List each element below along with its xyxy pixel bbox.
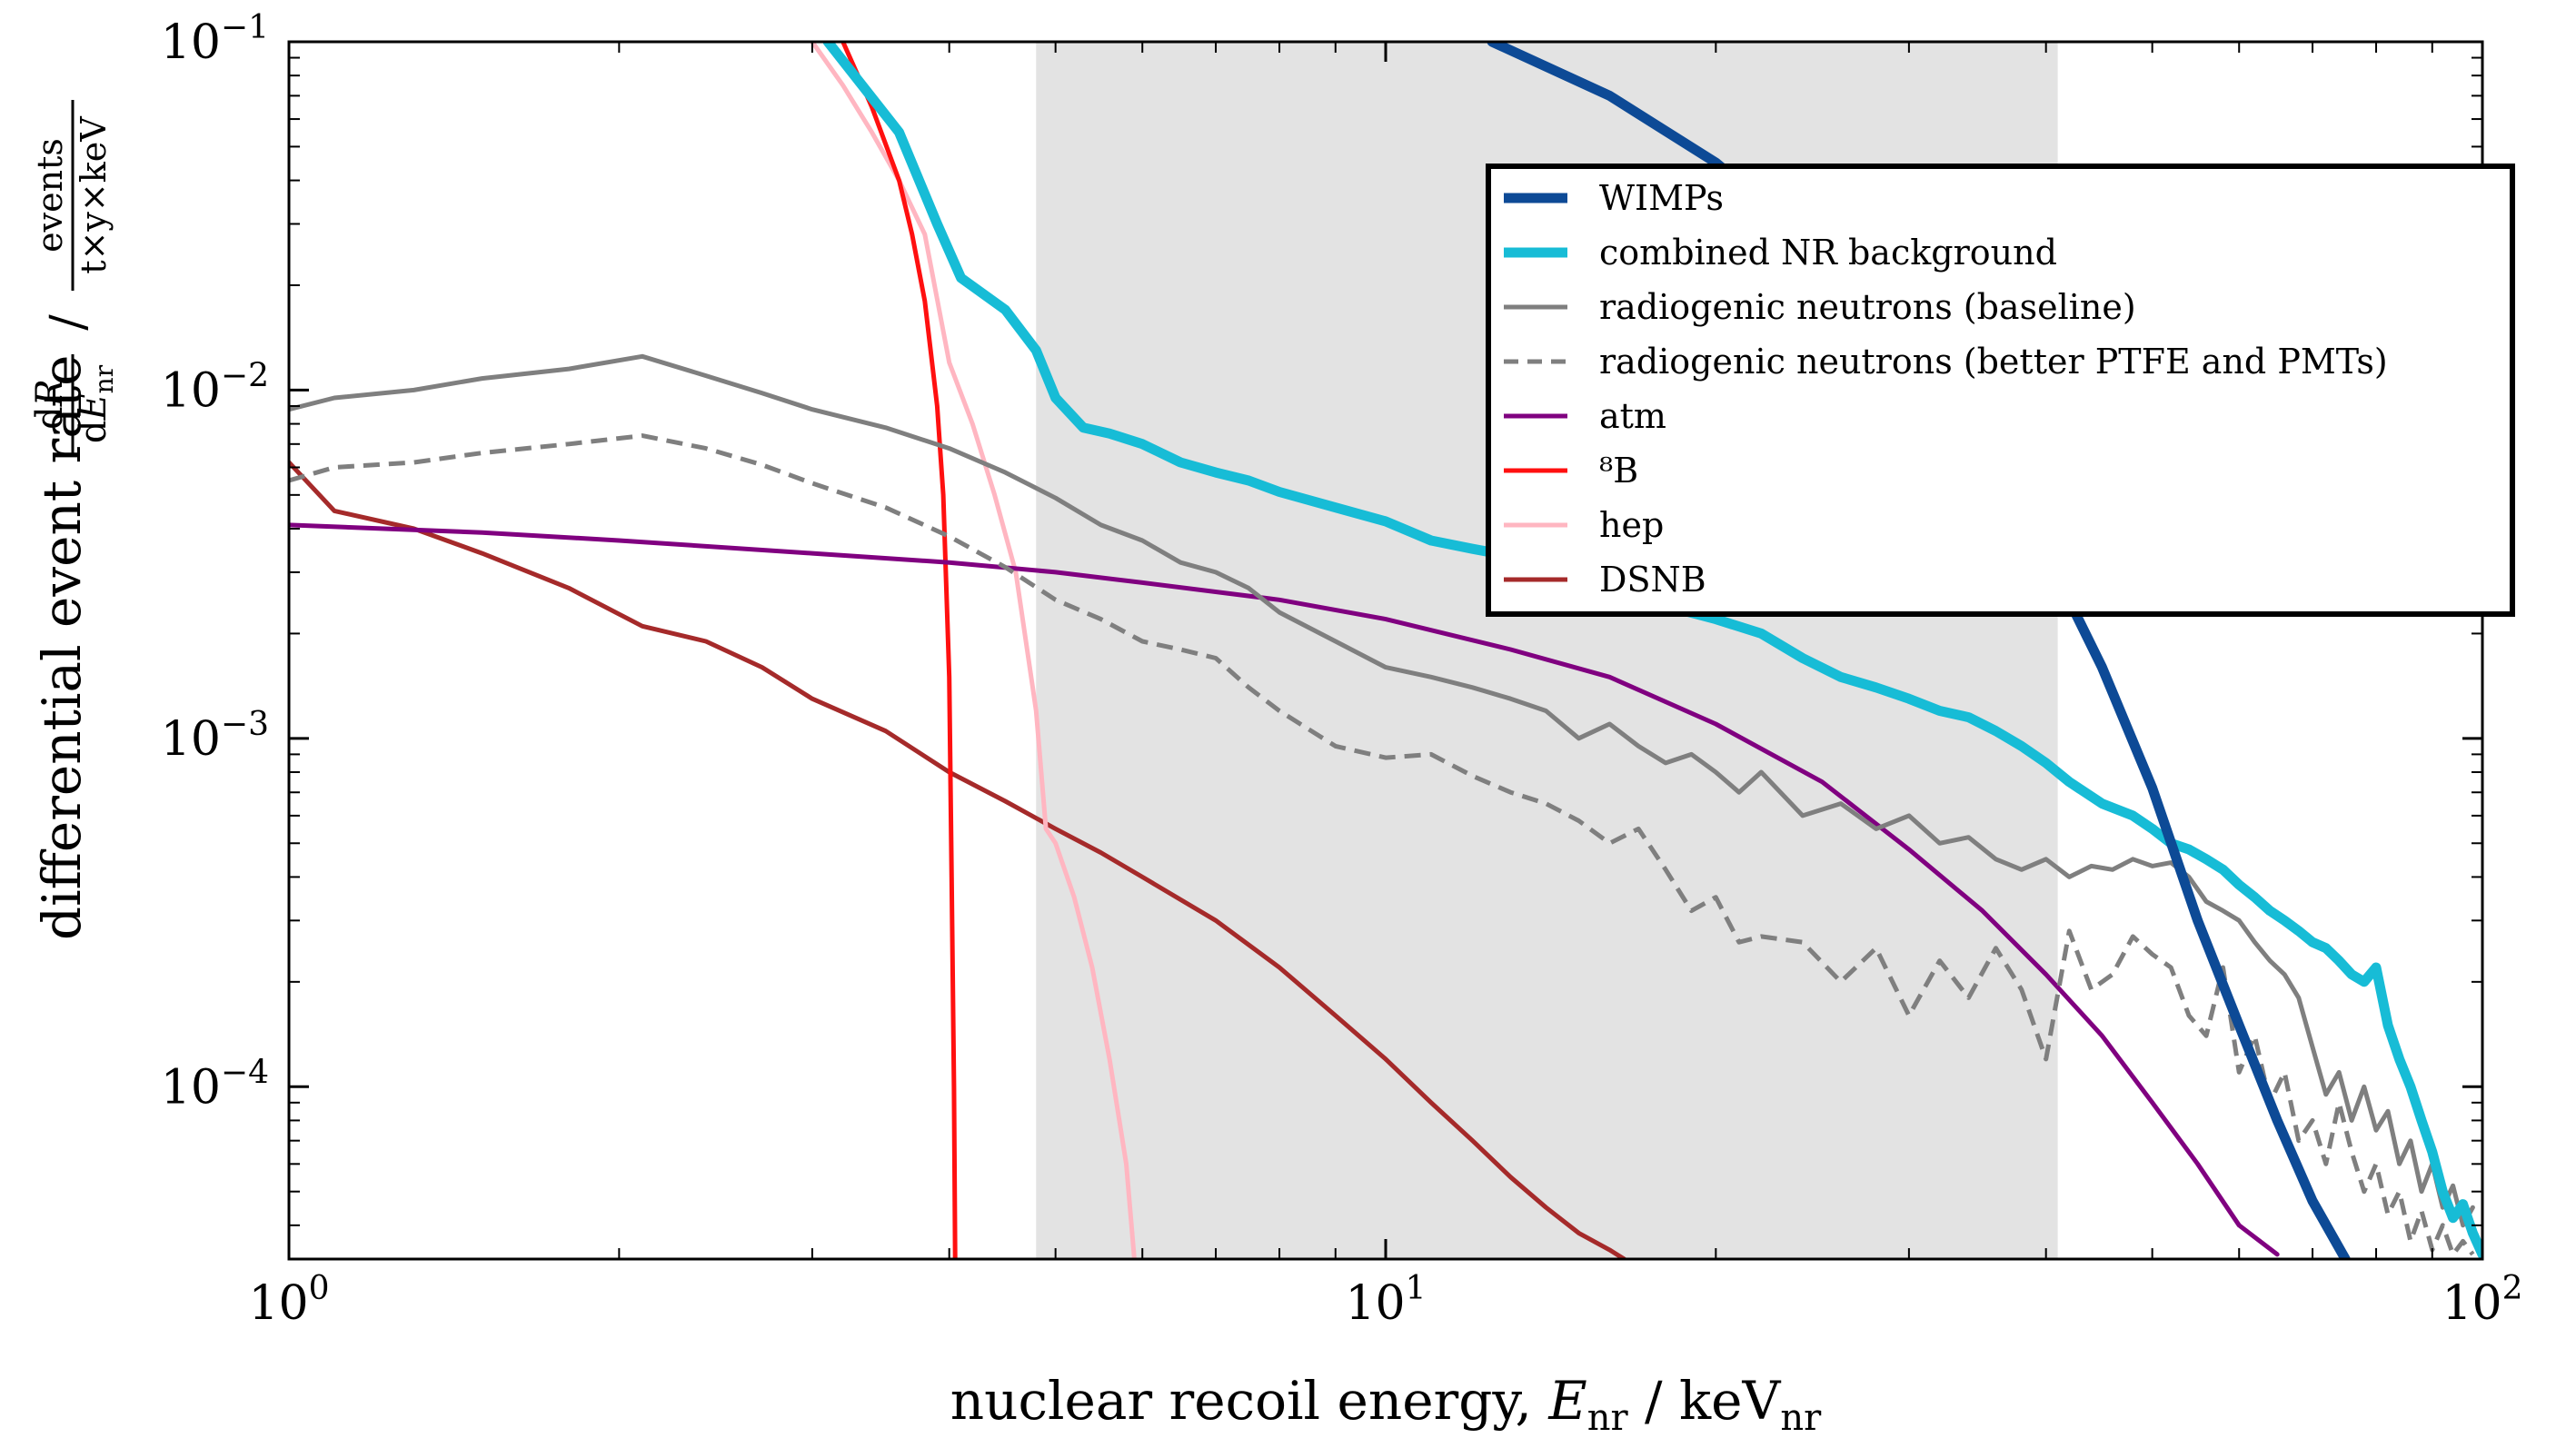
x-tick-label: 101 — [1345, 1270, 1426, 1331]
series-atm — [289, 522, 2280, 1257]
legend-label: combined NR background — [1599, 233, 2057, 273]
legend-entry-radiogenic-neutrons-better-ptfe-and-pmts: radiogenic neutrons (better PTFE and PMT… — [1504, 342, 2388, 382]
series-combined-nr-background — [822, 42, 2482, 1259]
tick-layer — [287, 40, 2484, 1259]
legend-entry-atm: atm — [1504, 396, 1666, 436]
legend-box — [1486, 164, 2515, 617]
series-b — [840, 42, 958, 1259]
series-hep — [810, 42, 1137, 1259]
y-axis-label: differential event rate dR dEnr / events… — [29, 100, 119, 940]
svg-text:dR: dR — [29, 379, 71, 430]
legend-entry-b: ⁸B — [1504, 451, 1638, 491]
legend-entry-hep: hep — [1504, 505, 1664, 545]
legend-label: WIMPs — [1599, 178, 1724, 218]
legend-label: hep — [1599, 505, 1664, 545]
series-radiogenic-neutrons-better-ptfe-and-pmts — [289, 433, 2475, 1257]
legend-entry-wimps: WIMPs — [1504, 178, 1724, 218]
legend-label: atm — [1599, 396, 1666, 436]
legend-entry-combined-nr-background: combined NR background — [1504, 233, 2057, 273]
legend: WIMPs combined NR background radiogenic ne… — [1486, 164, 2515, 617]
legend-label: radiogenic neutrons (better PTFE and PMT… — [1599, 342, 2388, 382]
legend-label: ⁸B — [1599, 451, 1638, 491]
y-tick-label: 10−3 — [161, 706, 269, 767]
svg-text:events: events — [30, 138, 70, 253]
x-tick-labels: 100 101 102 — [248, 1270, 2522, 1331]
y-tick-label: 10−1 — [161, 9, 269, 70]
legend-entry-dsnb: DSNB — [1504, 560, 1706, 600]
svg-text:t×y×keV: t×y×keV — [74, 116, 114, 274]
legend-label: radiogenic neutrons (baseline) — [1599, 287, 2136, 327]
y-tick-label: 10−2 — [161, 357, 269, 418]
x-tick-label: 100 — [248, 1270, 329, 1331]
svg-text:/: / — [41, 314, 95, 331]
x-tick-label: 102 — [2442, 1270, 2522, 1331]
legend-entry-radiogenic-neutrons-baseline: radiogenic neutrons (baseline) — [1504, 287, 2136, 327]
x-axis-label: nuclear recoil energy, Enr / keVnr — [950, 1370, 1822, 1439]
legend-label: DSNB — [1599, 560, 1706, 600]
y-tick-label: 10−4 — [161, 1054, 269, 1115]
series-radiogenic-neutrons-baseline — [289, 353, 2475, 1228]
series-dsnb — [289, 460, 1626, 1259]
y-tick-labels: 10−4 10−3 10−2 10−1 — [161, 9, 269, 1115]
svg-text:differential event rate: differential event rate — [31, 355, 93, 941]
